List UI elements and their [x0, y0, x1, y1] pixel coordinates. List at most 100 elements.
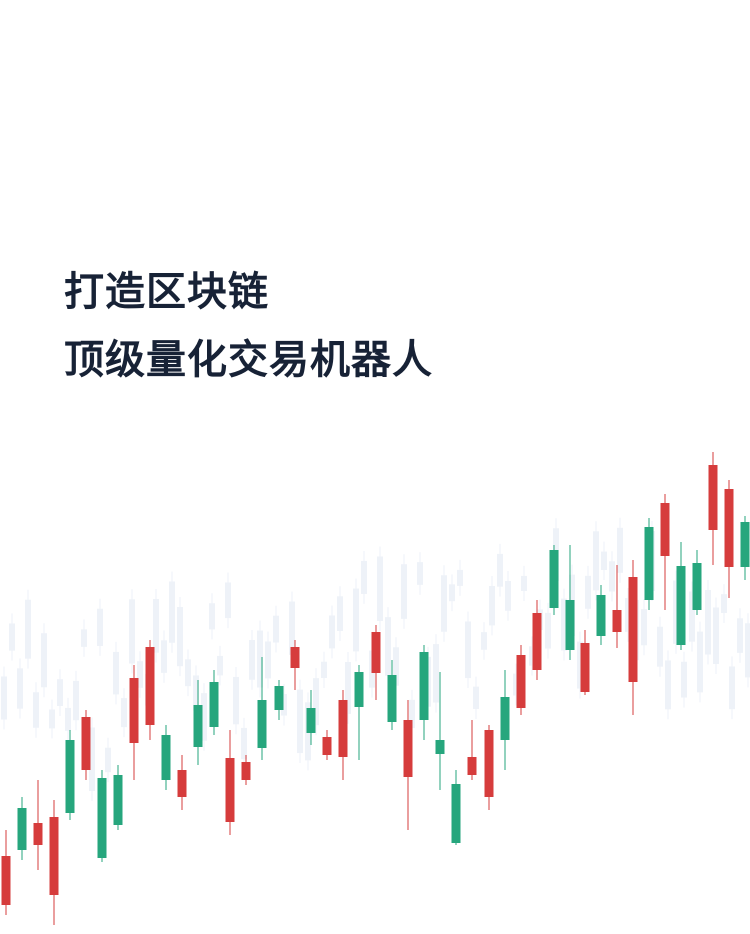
- candle-body: [145, 647, 155, 725]
- faint-candle: [289, 601, 295, 655]
- faint-candle: [361, 560, 367, 594]
- candle-body: [322, 737, 332, 755]
- candle-body: [435, 740, 445, 754]
- candle-body: [81, 717, 91, 770]
- candle-body: [354, 672, 364, 707]
- faint-candle: [641, 609, 647, 646]
- faint-candle: [609, 561, 615, 592]
- faint-candle: [681, 661, 687, 698]
- candle-body: [692, 563, 702, 610]
- faint-candle: [457, 569, 463, 586]
- candle-body: [708, 465, 718, 530]
- faint-candle: [593, 531, 599, 591]
- faint-candle: [353, 588, 359, 652]
- faint-candle: [313, 678, 319, 726]
- candle-body: [97, 778, 107, 858]
- faint-candle: [337, 596, 343, 631]
- candle-body: [129, 678, 139, 743]
- candle-body: [676, 566, 686, 645]
- faint-candle: [625, 598, 631, 632]
- faint-candle: [393, 647, 399, 686]
- candle-body: [161, 735, 171, 780]
- faint-candle: [257, 630, 263, 688]
- faint-candle: [105, 747, 111, 773]
- faint-candle: [33, 692, 39, 728]
- faint-candle: [161, 640, 167, 673]
- faint-candle: [25, 599, 31, 659]
- faint-candle: [49, 709, 55, 729]
- faint-candle: [41, 633, 47, 688]
- faint-candle: [665, 660, 671, 710]
- faint-candle: [577, 641, 583, 689]
- faint-candle: [657, 626, 663, 667]
- faint-candle: [705, 590, 711, 655]
- faint-candle: [233, 676, 239, 725]
- headline: 打造区块链 顶级量化交易机器人: [64, 258, 433, 394]
- faint-candle: [385, 617, 391, 676]
- faint-candle: [265, 641, 271, 679]
- faint-candle: [433, 644, 439, 703]
- faint-candle: [673, 580, 679, 644]
- faint-candle: [585, 575, 591, 609]
- candle-body: [724, 489, 734, 567]
- faint-candle: [113, 651, 119, 695]
- candle-body: [549, 550, 559, 608]
- faint-candle: [89, 727, 95, 791]
- faint-candle: [617, 527, 623, 573]
- faint-candle: [169, 581, 175, 643]
- faint-candle: [345, 662, 351, 714]
- candle-body: [596, 595, 606, 636]
- faint-candle: [153, 599, 159, 653]
- faint-candle: [689, 591, 695, 642]
- candle-body: [467, 757, 477, 775]
- faint-candle: [201, 693, 207, 741]
- faint-candle: [561, 598, 567, 651]
- candle-body: [580, 643, 590, 692]
- faint-candle: [193, 675, 199, 711]
- faint-candle: [377, 556, 383, 621]
- faint-candle: [449, 584, 455, 602]
- candle-body: [565, 600, 575, 650]
- faint-candle: [97, 608, 103, 646]
- faint-candle: [73, 680, 79, 721]
- candle-body: [644, 527, 654, 600]
- candle-body: [17, 808, 27, 850]
- faint-candle: [241, 727, 247, 760]
- faint-candle: [489, 585, 495, 626]
- candle-body: [49, 817, 59, 895]
- faint-candle: [473, 686, 479, 709]
- faint-candle: [297, 689, 303, 754]
- faint-candle: [465, 621, 471, 679]
- faint-candle: [481, 632, 487, 650]
- candle-body: [274, 686, 284, 710]
- faint-candle: [1, 676, 7, 720]
- faint-candle: [57, 679, 63, 706]
- candle-body: [532, 613, 542, 670]
- candle-body: [740, 522, 750, 567]
- faint-candle: [513, 673, 519, 696]
- faint-candle: [737, 618, 743, 653]
- candle-body: [660, 503, 670, 556]
- candle-body: [1, 856, 11, 905]
- faint-candle: [273, 615, 279, 643]
- faint-candle: [721, 594, 727, 613]
- faint-candle: [521, 575, 527, 591]
- headline-line: 顶级量化交易机器人: [64, 337, 433, 383]
- faint-candle: [185, 659, 191, 687]
- candle-body: [451, 784, 461, 843]
- candle-body: [177, 770, 187, 797]
- faint-candle: [129, 599, 135, 664]
- candle-body: [193, 705, 203, 747]
- candle-body: [241, 762, 251, 780]
- candle-body: [338, 700, 348, 757]
- candle-body: [516, 655, 526, 708]
- faint-candle: [217, 655, 223, 676]
- candle-body: [257, 700, 267, 748]
- faint-candle: [497, 553, 503, 587]
- candle-body: [371, 632, 381, 673]
- faint-candle: [417, 562, 423, 585]
- candle-body: [209, 682, 219, 727]
- faint-candle: [729, 666, 735, 710]
